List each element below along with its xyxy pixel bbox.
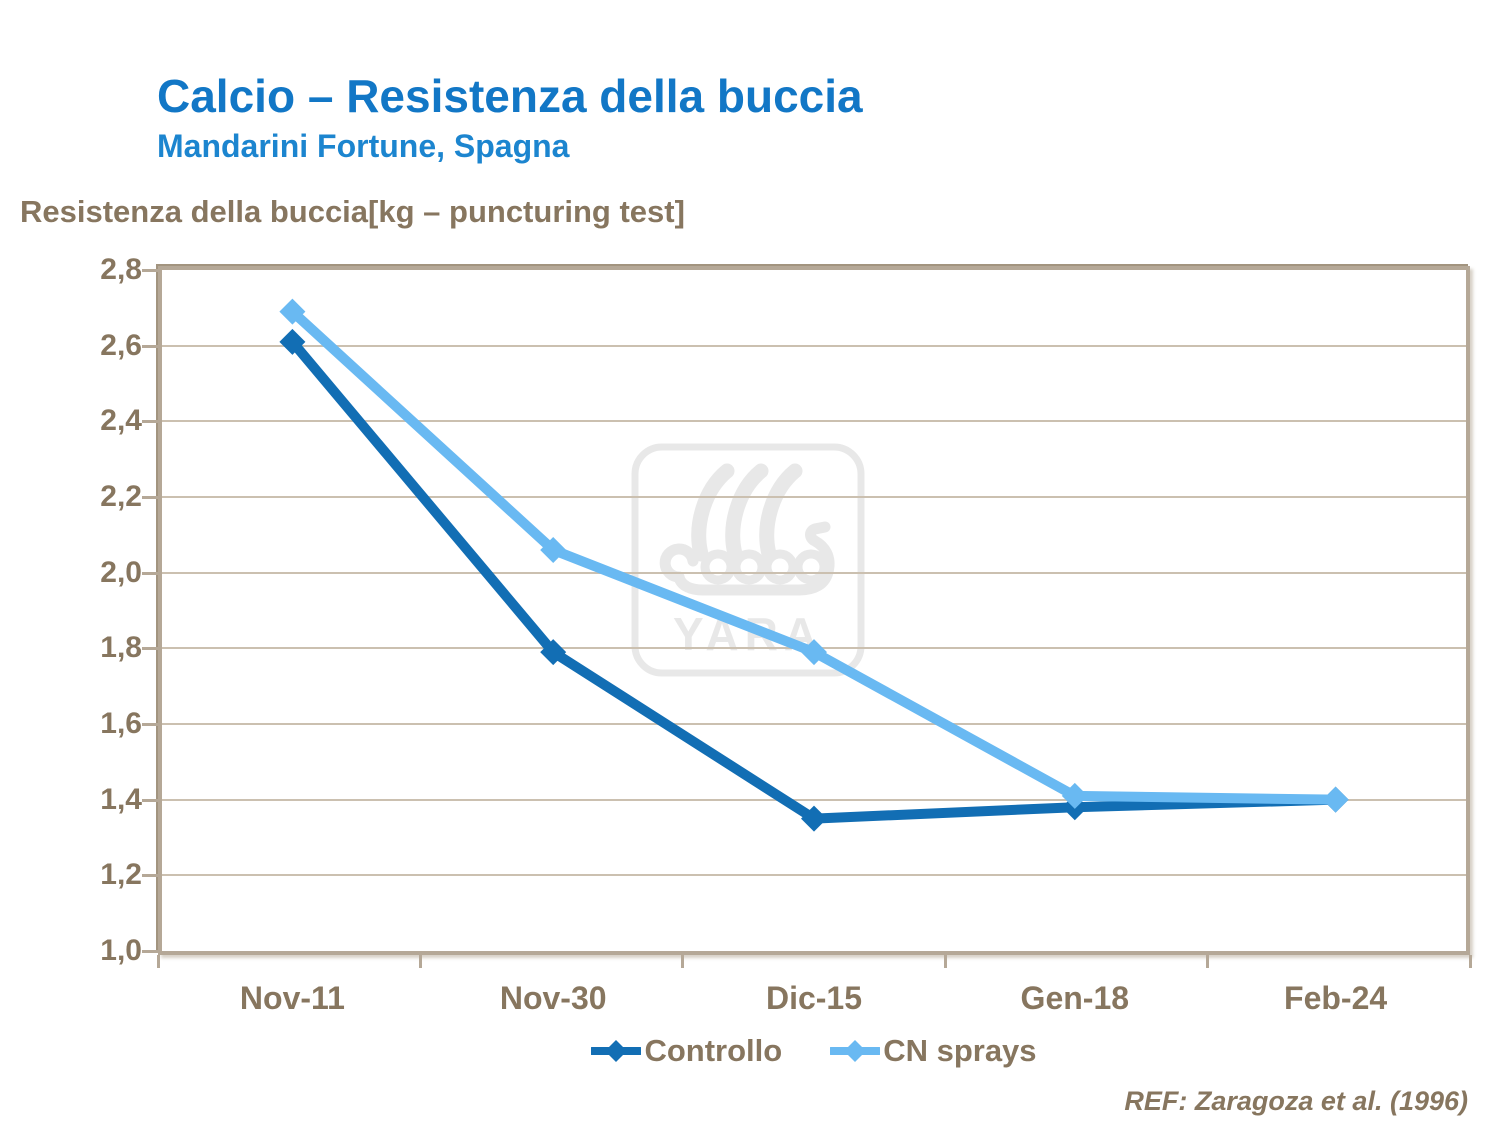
chart-title: Calcio – Resistenza della buccia <box>157 70 863 122</box>
x-axis-labels: Nov-11 Nov-30 Dic-15 Gen-18 Feb-24 <box>162 980 1466 1022</box>
gridline <box>162 496 1466 498</box>
x-tick-mark <box>418 955 422 968</box>
y-tick-label: 2,0 <box>100 555 142 589</box>
diamond-marker <box>540 639 567 666</box>
y-tick-mark <box>142 269 158 272</box>
legend-marker-icon <box>830 1040 881 1062</box>
series-line <box>287 306 1341 805</box>
legend-diamond <box>844 1040 867 1062</box>
diamond-marker <box>1322 786 1349 813</box>
y-axis-title: Resistenza della buccia[kg – puncturing … <box>20 194 685 229</box>
x-tick-mark <box>943 955 947 968</box>
y-tick-mark <box>142 798 158 802</box>
legend-item-cn-sprays: CN sprays <box>830 1033 1037 1069</box>
legend-diamond <box>605 1040 628 1062</box>
y-tick-label: 1,0 <box>100 934 142 967</box>
y-tick-mark <box>142 874 158 878</box>
gridline <box>162 344 1466 347</box>
chart-legend: Controllo CN sprays <box>158 1033 1470 1069</box>
gridline <box>162 874 1466 877</box>
x-tick-mark <box>1468 955 1472 968</box>
y-tick-mark <box>142 344 158 348</box>
y-tick-mark <box>142 420 158 424</box>
y-tick-label: 1,6 <box>100 707 142 740</box>
plot-area: YARA <box>158 266 1470 955</box>
watermark-text: YARA <box>673 608 823 660</box>
chart-subtitle: Mandarini Fortune, Spagna <box>157 128 570 164</box>
x-tick-mark <box>156 955 160 968</box>
y-tick-label: 2,2 <box>100 480 142 513</box>
y-axis-labels: 2,8 2,6 2,4 2,2 2,0 1,8 1,6 1,4 1,2 1,0 <box>0 253 142 967</box>
diamond-marker <box>801 639 827 666</box>
y-tick-label: 2,6 <box>100 328 142 362</box>
y-axis-ticks <box>142 269 158 953</box>
series-controllo <box>279 328 1349 832</box>
diamond-marker <box>801 805 827 832</box>
x-tick-mark <box>1206 955 1210 968</box>
data-series-plot <box>279 298 1349 832</box>
x-tick-label: Dic-15 <box>765 980 863 1016</box>
y-tick-label: 1,8 <box>100 631 142 665</box>
y-tick-mark <box>142 496 158 499</box>
x-tick-label: Nov-30 <box>499 980 607 1016</box>
legend-marker-icon <box>591 1040 642 1062</box>
y-tick-mark <box>142 647 158 651</box>
y-tick-mark <box>142 571 158 575</box>
legend-label: Controllo <box>644 1033 783 1068</box>
x-tick-label: Feb-24 <box>1284 980 1388 1016</box>
gridline <box>162 798 1466 801</box>
y-tick-label: 1,2 <box>100 858 142 892</box>
series-line <box>287 336 1341 824</box>
x-axis-ticks <box>156 955 1472 968</box>
gridline <box>162 723 1466 725</box>
diamond-marker <box>279 328 306 355</box>
yara-logo-watermark: YARA <box>630 442 866 678</box>
y-tick-label: 2,8 <box>100 253 142 286</box>
x-tick-label: Gen-18 <box>1020 980 1130 1016</box>
y-tick-label: 2,4 <box>100 404 142 438</box>
gridline <box>162 420 1466 423</box>
x-tick-label: Nov-11 <box>239 980 345 1016</box>
yara-ship-icon: YARA <box>631 443 865 677</box>
reference-citation: REF: Zaragoza et al. (1996) <box>1124 1086 1468 1116</box>
diamond-marker <box>1061 782 1088 809</box>
gridline <box>162 571 1466 574</box>
diamond-marker <box>540 536 567 563</box>
legend-item-controllo: Controllo <box>591 1033 782 1069</box>
x-tick-mark <box>681 955 685 968</box>
y-tick-mark <box>142 950 158 953</box>
y-tick-mark <box>142 723 158 726</box>
y-tick-label: 1,4 <box>100 782 142 816</box>
series-cn-sprays <box>279 298 1349 813</box>
diamond-marker <box>279 298 306 325</box>
legend-label: CN sprays <box>883 1033 1037 1068</box>
